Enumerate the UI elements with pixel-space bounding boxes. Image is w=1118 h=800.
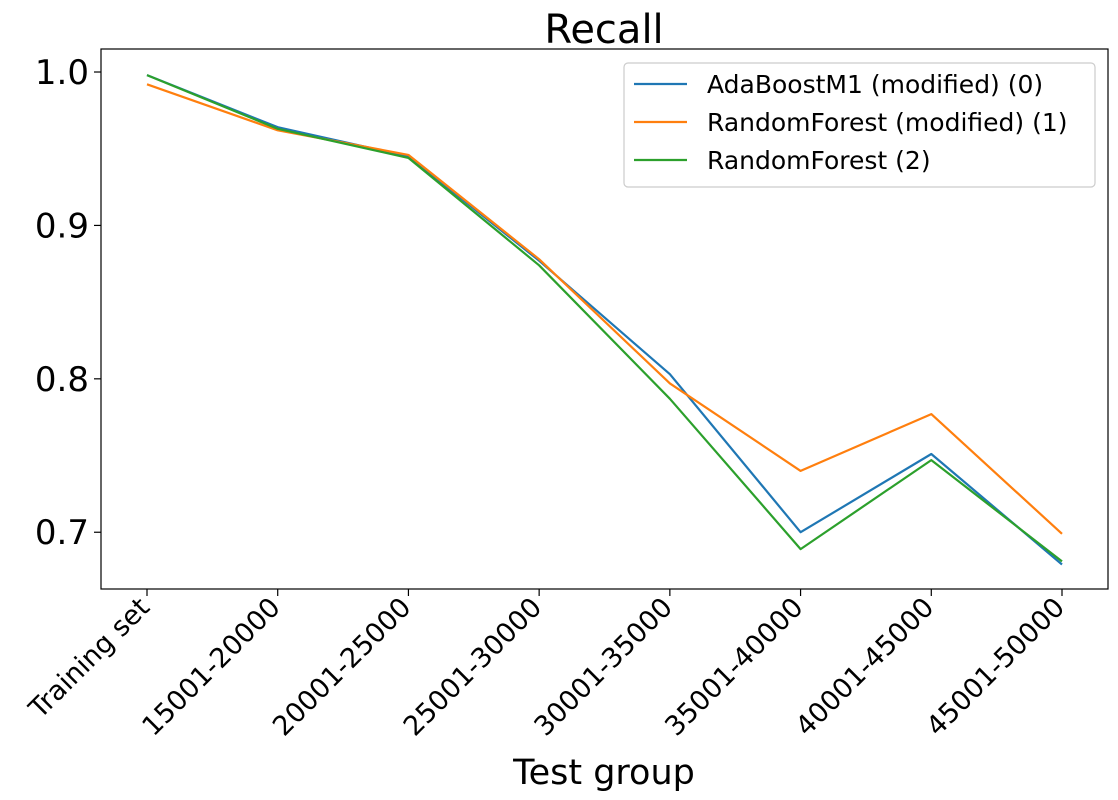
legend: AdaBoostM1 (modified) (0) RandomForest (m… [623, 62, 1096, 188]
x-tick-label: 25001-30000 [398, 592, 548, 742]
x-axis-label: Test group [512, 753, 695, 793]
y-axis-ticks: 0.7 0.8 0.9 1.0 [35, 53, 101, 553]
x-tick-label: 35001-40000 [659, 592, 809, 742]
legend-label-2: RandomForest (2) [707, 146, 931, 175]
y-tick-label: 1.0 [35, 53, 89, 93]
legend-box [623, 62, 1096, 188]
y-tick-label: 0.7 [35, 513, 89, 553]
axes-layer [100, 48, 1109, 590]
legend-label-1: RandomForest (modified) (1) [707, 108, 1068, 137]
series-line-0 [146, 74, 1063, 566]
plot-frame [100, 48, 1109, 590]
x-axis-ticks: Training set15001-2000020001-2500025001-… [23, 589, 1071, 742]
y-tick-label: 0.9 [35, 206, 89, 246]
y-tick-label: 0.8 [35, 360, 89, 400]
series-line-2 [146, 74, 1063, 563]
x-tick-label: 45001-50000 [921, 592, 1071, 742]
chart-title: Recall [544, 7, 663, 53]
legend-label-0: AdaBoostM1 (modified) (0) [707, 70, 1043, 99]
series-layer [146, 74, 1063, 566]
x-tick-label: 30001-35000 [529, 592, 679, 742]
x-tick-label: Training set [23, 592, 156, 725]
x-tick-label: 40001-45000 [790, 592, 940, 742]
x-tick-label: 20001-25000 [267, 592, 417, 742]
x-tick-label: 15001-20000 [136, 592, 286, 742]
